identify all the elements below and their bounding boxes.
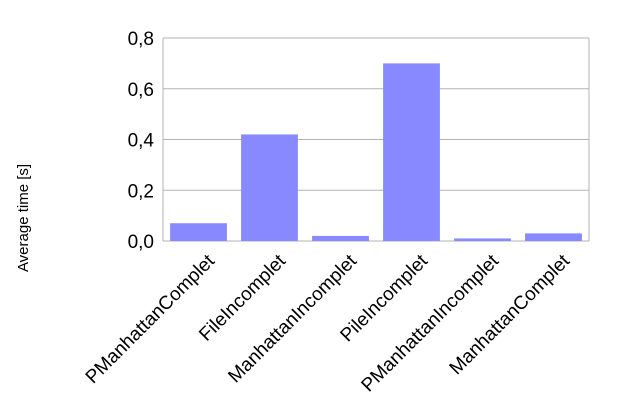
y-tick-label: 0,0: [128, 232, 154, 253]
bar: [312, 235, 369, 241]
y-tick-label: 0,8: [128, 29, 154, 50]
x-tick-label: ManhattanComplet: [446, 250, 575, 379]
bar: [170, 223, 227, 241]
bar: [383, 63, 440, 241]
bars: [170, 63, 582, 241]
y-tick-label: 0,6: [128, 80, 154, 101]
y-tick-labels: 0,0 0,2 0,4 0,6 0,8: [128, 29, 155, 253]
x-tick-labels: PManhattanCompletFileIncompletManhattanI…: [82, 250, 575, 396]
x-tick-label: ManhattanIncomplet: [224, 250, 361, 387]
y-tick-label: 0,4: [128, 131, 155, 152]
bar: [525, 233, 582, 241]
bar: [454, 238, 511, 241]
bar: [241, 134, 298, 241]
y-axis-title: Average time [s]: [15, 164, 32, 272]
x-tick-label: PManhattanIncomplet: [358, 250, 504, 396]
x-tick-label: PManhattanComplet: [82, 250, 220, 388]
y-tick-label: 0,2: [128, 181, 154, 202]
gridlines: [162, 37, 590, 242]
